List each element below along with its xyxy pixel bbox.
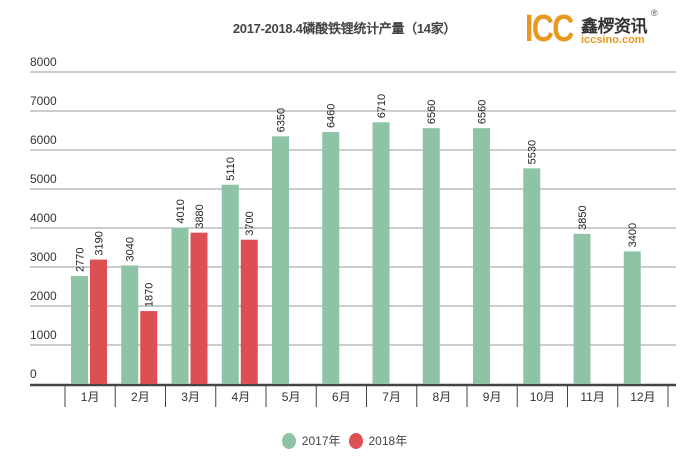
- legend-swatch-2017: [281, 432, 296, 449]
- bar-2017: [473, 128, 490, 384]
- bar-2017: [322, 132, 340, 384]
- legend-item-2017[interactable]: 2017年: [281, 432, 341, 449]
- y-tick-label: 2000: [30, 289, 57, 303]
- logo-url: iccsino.com: [581, 34, 645, 46]
- y-tick-label: 4000: [30, 211, 57, 225]
- logo-name: 鑫椤资讯: [581, 17, 648, 36]
- bar-2017: [573, 233, 591, 384]
- x-tick-label: 1月: [81, 390, 100, 404]
- data-label: 3040: [125, 237, 137, 261]
- data-label: 6460: [326, 104, 338, 128]
- x-tick-label: 8月: [433, 390, 452, 404]
- bar-2018: [140, 311, 158, 384]
- x-tick-label: 12月: [630, 390, 655, 404]
- x-tick-label: 10月: [530, 390, 555, 404]
- data-label: 6560: [477, 100, 489, 124]
- bar-2018: [90, 259, 107, 384]
- y-tick-label: 3000: [30, 250, 57, 264]
- y-tick-label: 6000: [30, 133, 57, 147]
- legend-swatch-2018: [348, 432, 363, 449]
- x-tick-label: 5月: [282, 390, 301, 404]
- bar-2018: [240, 239, 258, 384]
- bar-2017: [221, 184, 239, 384]
- bar-2017: [121, 265, 139, 384]
- data-label: 3880: [194, 204, 206, 228]
- y-tick-label: 8000: [30, 55, 57, 69]
- data-label: 1870: [144, 283, 156, 307]
- logo-registered: ®: [651, 8, 658, 18]
- bar-2018: [190, 232, 208, 384]
- x-tick-label: 9月: [483, 390, 502, 404]
- bar-2017: [422, 128, 440, 384]
- legend-label-2018: 2018年: [368, 434, 408, 448]
- bar-2017: [523, 168, 541, 384]
- bar-2017: [272, 136, 289, 384]
- y-tick-label: 1000: [30, 328, 57, 342]
- logo-mark: ICC: [525, 8, 574, 50]
- data-label: 6350: [276, 108, 288, 132]
- y-tick-label: 0: [30, 367, 37, 381]
- x-tick-label: 11月: [580, 390, 604, 404]
- data-label: 2770: [75, 247, 87, 271]
- chart-title: 2017-2018.4磷酸铁锂统计产量（14家）: [232, 21, 457, 36]
- data-label: 3190: [94, 231, 106, 255]
- legend-item-2018[interactable]: 2018年: [348, 432, 408, 449]
- y-tick-label: 5000: [30, 172, 57, 186]
- bar-2017: [623, 251, 641, 384]
- bar-2017: [71, 275, 88, 384]
- legend: 2017年 2018年: [0, 432, 689, 449]
- data-label: 4010: [175, 199, 187, 223]
- x-tick-label: 2月: [131, 390, 150, 404]
- x-tick-label: 4月: [232, 390, 251, 404]
- data-label: 6560: [426, 100, 438, 124]
- data-label: 5110: [225, 157, 237, 181]
- y-tick-label: 7000: [30, 94, 57, 108]
- x-tick-label: 7月: [382, 390, 401, 404]
- x-tick-label: 3月: [181, 390, 200, 404]
- bar-2017: [372, 122, 390, 384]
- data-label: 3850: [577, 205, 589, 229]
- icc-logo: ICC 鑫椤资讯 iccsino.com ®: [525, 8, 675, 50]
- data-label: 5530: [527, 140, 539, 164]
- x-tick-label: 6月: [332, 390, 351, 404]
- data-label: 6710: [376, 94, 388, 118]
- bar-chart: 0 1000 2000 3000 4000 5000 6000 7000 8000 1月 2月 3月 4…: [30, 55, 676, 407]
- data-label: 3700: [244, 211, 256, 235]
- bar-2017: [171, 227, 189, 384]
- data-label: 3400: [627, 223, 639, 247]
- legend-label-2017: 2017年: [301, 434, 341, 448]
